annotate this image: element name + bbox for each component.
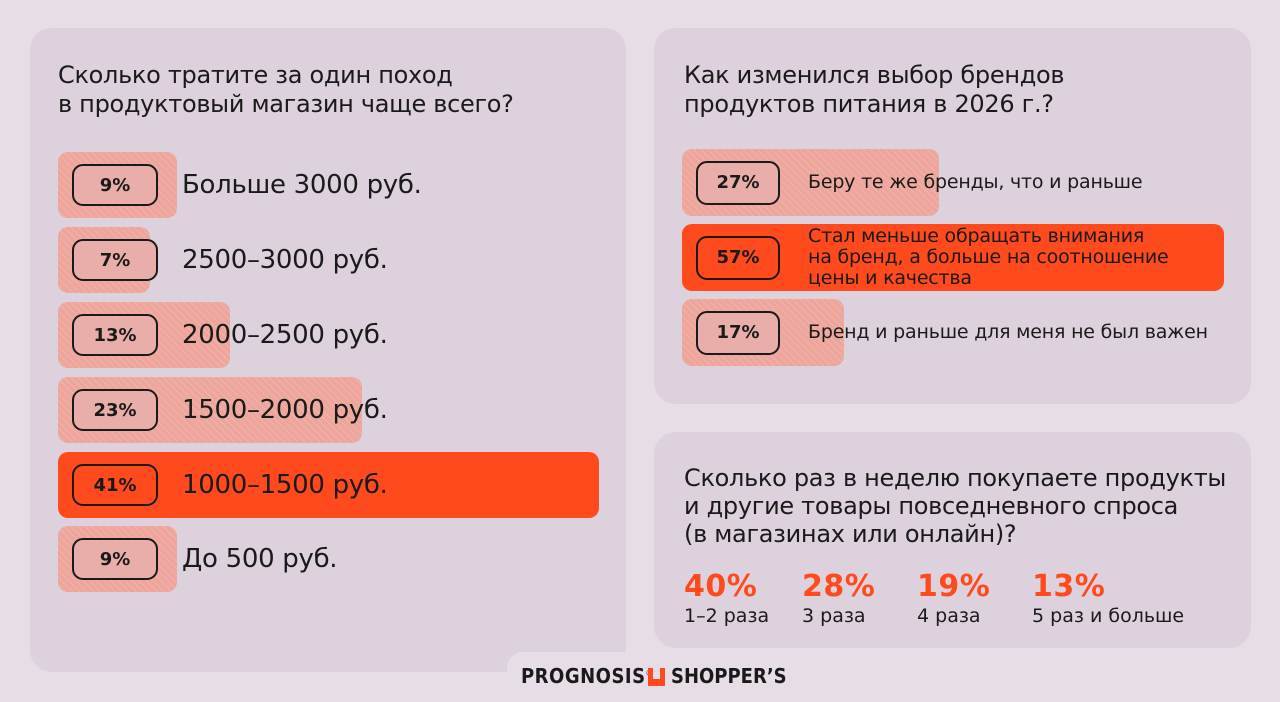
spend-category-label: 1000–1500 руб.: [182, 470, 388, 500]
frequency-stat: 28% 3 раза: [802, 572, 875, 628]
brands-value-badge: 17%: [696, 310, 780, 355]
frequency-stat: 19% 4 раза: [917, 572, 990, 628]
frequency-stat-value: 19%: [917, 569, 991, 604]
spend-category-label: 2500–3000 руб.: [182, 245, 388, 275]
spend-row: 9% До 500 руб.: [58, 526, 618, 592]
spend-category-label: До 500 руб.: [182, 544, 338, 574]
frequency-title-line-3: (в магазинах или онлайн)?: [684, 520, 1017, 548]
spend-row: 13% 2000–2500 руб.: [58, 302, 618, 368]
frequency-stat-label: 4 раза: [917, 605, 981, 627]
spend-title: Сколько тратите за один поход в продукто…: [58, 61, 514, 119]
brands-title-line-2: продуктов питания в 2026 г.?: [684, 90, 1054, 118]
spend-card: Сколько тратите за один поход в продукто…: [30, 28, 626, 672]
spend-title-line-2: в продуктовый магазин чаще всего?: [58, 90, 514, 118]
brands-category-label: Беру те же бренды, что и раньше: [808, 149, 1143, 216]
brands-value-badge: 27%: [696, 160, 780, 205]
spend-row: 41% 1000–1500 руб.: [58, 452, 618, 518]
brands-card: Как изменился выбор брендов продуктов пи…: [654, 28, 1251, 404]
shoppers-bag-icon: [648, 668, 665, 686]
spend-category-label: 2000–2500 руб.: [182, 320, 388, 350]
brands-title: Как изменился выбор брендов продуктов пи…: [684, 61, 1065, 119]
spend-value-badge: 13%: [72, 314, 158, 356]
brands-category-label-line: на бренд, а больше на соотношение: [808, 246, 1169, 268]
spend-value-badge: 9%: [72, 164, 158, 206]
frequency-stat-value: 13%: [1032, 569, 1106, 604]
prognosis-logo: PROGNOSIS®: [521, 664, 652, 688]
frequency-card: Сколько раз в неделю покупаете продукты …: [654, 432, 1251, 648]
frequency-stat-label: 1–2 раза: [684, 605, 770, 627]
frequency-title-line-2: и другие товары повседневного спроса: [684, 492, 1179, 520]
spend-row: 23% 1500–2000 руб.: [58, 377, 618, 443]
spend-value-badge: 7%: [72, 239, 158, 281]
brands-title-line-1: Как изменился выбор брендов: [684, 61, 1065, 89]
brands-value-badge: 57%: [696, 235, 780, 280]
spend-row: 9% Больше 3000 руб.: [58, 152, 618, 218]
brands-row: 57% Стал меньше обращать внимания на бренд…: [682, 224, 1224, 291]
spend-row: 7% 2500–3000 руб.: [58, 227, 618, 293]
frequency-stat-label: 5 раз и больше: [1032, 605, 1185, 627]
spend-title-line-1: Сколько тратите за один поход: [58, 61, 453, 89]
shoppers-logo: SHOPPER’S: [671, 664, 787, 688]
frequency-stat: 40% 1–2 раза: [684, 572, 769, 628]
frequency-title: Сколько раз в неделю покупаете продукты …: [684, 464, 1226, 548]
spend-value-badge: 41%: [72, 464, 158, 506]
brands-category-label-line: цены и качества: [808, 267, 972, 289]
prognosis-logo-text: PROGNOSIS: [521, 664, 646, 688]
brands-row: 17% Бренд и раньше для меня не был важен: [682, 299, 1222, 366]
spend-value-badge: 9%: [72, 538, 158, 580]
frequency-stat-value: 28%: [802, 569, 876, 604]
brands-category-label: Бренд и раньше для меня не был важен: [808, 299, 1208, 366]
frequency-stat-label: 3 раза: [802, 605, 866, 627]
brands-category-label: Стал меньше обращать внимания на бренд, а…: [808, 224, 1169, 291]
frequency-title-line-1: Сколько раз в неделю покупаете продукты: [684, 464, 1227, 492]
brands-category-label-line: Стал меньше обращать внимания: [808, 225, 1145, 247]
spend-category-label: 1500–2000 руб.: [182, 395, 388, 425]
footer-logos: PROGNOSIS® SHOPPER’S: [507, 652, 787, 702]
brands-category-label-line: Бренд и раньше для меня не был важен: [808, 321, 1208, 343]
spend-category-label: Больше 3000 руб.: [182, 170, 422, 200]
spend-value-badge: 23%: [72, 389, 158, 431]
frequency-stat-value: 40%: [684, 569, 758, 604]
spend-bar: [58, 377, 362, 443]
brands-row: 27% Беру те же бренды, что и раньше: [682, 149, 1222, 216]
frequency-stat: 13% 5 раз и больше: [1032, 572, 1184, 628]
brands-category-label-line: Беру те же бренды, что и раньше: [808, 171, 1143, 193]
